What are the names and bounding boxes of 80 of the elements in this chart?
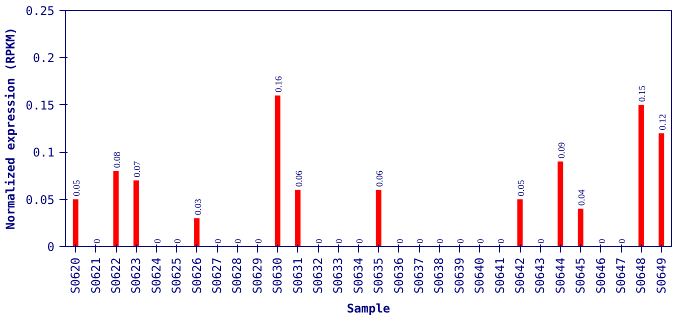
- data-label: 0: [436, 238, 446, 244]
- x-axis-title: Sample: [346, 302, 390, 316]
- data-label: 0: [416, 238, 426, 244]
- data-label: 0: [214, 238, 224, 244]
- data-label: 0.16: [274, 76, 285, 92]
- data-label: 0: [174, 238, 184, 244]
- data-label: 0.07: [133, 160, 144, 178]
- x-tick-label: S0637: [412, 258, 426, 294]
- x-tick-label: S0623: [129, 258, 144, 294]
- bar: [274, 95, 280, 246]
- data-label: 0: [234, 238, 244, 244]
- x-tick-label: S0631: [290, 258, 305, 294]
- data-label: 0: [254, 238, 264, 244]
- y-axis-title: Normalized expression (RPKM): [4, 27, 18, 230]
- x-tick-label: S0645: [574, 258, 588, 294]
- data-label: 0.05: [517, 180, 527, 196]
- x-tick-label: S0621: [88, 258, 103, 294]
- x-tick-label: S0646: [594, 258, 608, 294]
- x-tick-label: S0643: [533, 258, 548, 294]
- data-label: 0: [598, 238, 608, 244]
- x-tick-label: S0639: [452, 258, 466, 294]
- x-tick-label: S0649: [654, 258, 668, 294]
- x-tick-label: S0635: [372, 258, 386, 294]
- x-tick-label: S0642: [513, 258, 527, 294]
- x-tick-label: S0632: [311, 258, 325, 294]
- x-tick-label: S0620: [68, 258, 83, 294]
- x-tick-label: S0648: [634, 258, 648, 294]
- y-tick-label: 0.2: [32, 51, 55, 66]
- x-tick-label: S0624: [149, 258, 164, 294]
- data-label: 0.04: [578, 189, 588, 206]
- data-label: 0: [396, 238, 406, 244]
- bar: [295, 190, 301, 246]
- bar: [638, 104, 644, 246]
- data-label: 0.06: [294, 170, 305, 187]
- x-tick-label: S0633: [331, 258, 346, 294]
- data-label: 0: [496, 238, 507, 244]
- bar: [72, 199, 78, 246]
- data-label: 0.12: [658, 114, 668, 130]
- x-tick-label: S0625: [170, 258, 184, 294]
- data-label: 0.03: [194, 198, 204, 216]
- bar: [194, 218, 200, 246]
- bar: [376, 190, 382, 246]
- x-tick-label: S0640: [472, 258, 487, 294]
- bar: [517, 199, 523, 246]
- x-tick-label: S0627: [210, 258, 224, 294]
- data-label: 0: [537, 238, 548, 244]
- data-label: 0: [456, 238, 466, 244]
- data-label: 0.09: [557, 142, 568, 159]
- x-tick-label: S0638: [432, 258, 446, 294]
- data-label: 0: [315, 238, 325, 244]
- x-tick-label: S0626: [190, 258, 204, 294]
- x-tick-label: S0641: [492, 258, 507, 294]
- bar: [578, 208, 584, 246]
- data-label: 0.05: [72, 180, 83, 196]
- x-tick-label: S0636: [392, 258, 406, 294]
- bar: [113, 170, 119, 246]
- x-tick-label: S0634: [351, 258, 366, 294]
- x-tick-label: S0647: [614, 258, 628, 294]
- x-tick-label: S0644: [553, 258, 568, 294]
- y-tick-label: 0.25: [26, 4, 55, 18]
- data-label: 0.15: [638, 85, 648, 102]
- data-label: 0: [335, 238, 346, 244]
- bar: [558, 162, 564, 246]
- x-tick-label: S0622: [109, 258, 123, 294]
- y-tick-label: 0.15: [26, 98, 55, 112]
- data-label: 0: [153, 238, 164, 244]
- data-label: 0.06: [376, 170, 386, 187]
- x-tick-label: S0629: [250, 258, 264, 294]
- data-label: 0: [355, 238, 366, 244]
- data-label: 0: [618, 238, 628, 244]
- x-tick-label: S0630: [270, 258, 285, 294]
- bar: [658, 133, 664, 246]
- data-label: 0.08: [113, 151, 123, 168]
- bar: [133, 180, 139, 246]
- x-tick-label: S0628: [230, 258, 244, 294]
- data-label: 0: [476, 238, 487, 244]
- data-label: 0: [92, 238, 103, 244]
- y-tick-label: 0.1: [32, 146, 55, 160]
- y-tick-label: 0.05: [26, 192, 55, 207]
- y-tick-label: 0: [47, 240, 55, 254]
